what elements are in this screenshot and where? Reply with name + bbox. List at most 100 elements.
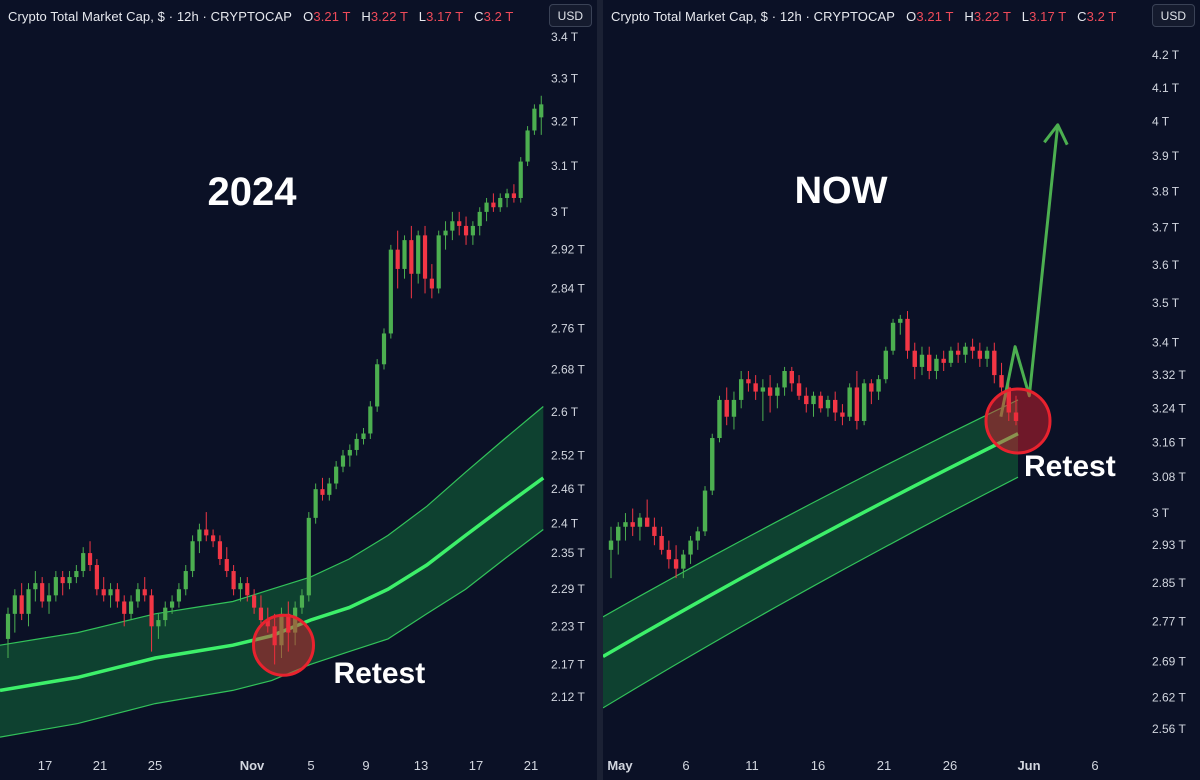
candle-body bbox=[87, 553, 93, 566]
candle-body bbox=[840, 412, 845, 417]
candle-body bbox=[630, 522, 635, 527]
candle-body bbox=[272, 626, 277, 646]
y-tick-label: 3.6 T bbox=[1152, 258, 1180, 272]
y-tick-label: 3.24 T bbox=[1152, 401, 1186, 415]
high-value: 3.22 T bbox=[370, 9, 409, 24]
candle-body bbox=[644, 517, 650, 527]
candle-body bbox=[861, 383, 867, 421]
band-upper-line bbox=[0, 406, 544, 646]
x-tick-label: 11 bbox=[745, 758, 759, 773]
candle-body bbox=[19, 595, 24, 614]
candle-body bbox=[695, 531, 700, 541]
candle-body bbox=[217, 541, 223, 560]
currency-button[interactable]: USD bbox=[548, 4, 592, 27]
candle-body bbox=[101, 589, 106, 596]
candle-body bbox=[999, 375, 1004, 388]
candle-body bbox=[782, 370, 787, 388]
candle-body bbox=[984, 350, 990, 359]
y-tick-label: 2.84 T bbox=[551, 281, 585, 295]
currency-button[interactable]: USD bbox=[1151, 4, 1195, 27]
candle-body bbox=[941, 358, 946, 363]
candle-body bbox=[176, 589, 182, 602]
candle-body bbox=[890, 322, 896, 351]
candle-body bbox=[375, 364, 380, 407]
high-value: 3.22 T bbox=[973, 9, 1012, 24]
projection-arrowhead bbox=[1043, 123, 1069, 146]
candle-body bbox=[60, 577, 65, 584]
candle-body bbox=[388, 249, 393, 334]
chart-panel-now: NOW Retest 4.2 T 4.1 T 4 T 3.9 T 3.8 T 3.7 T 3.6… bbox=[603, 0, 1200, 780]
candle-body bbox=[484, 202, 489, 212]
candle-body bbox=[327, 483, 332, 495]
x-tick-label: 16 bbox=[811, 758, 825, 773]
x-tick-label: 13 bbox=[414, 758, 428, 773]
candle-body bbox=[334, 466, 339, 484]
candle-body bbox=[286, 613, 291, 633]
candle-body bbox=[46, 595, 52, 602]
candle-body bbox=[927, 354, 932, 371]
y-tick-label: 3.32 T bbox=[1152, 368, 1186, 382]
candle-body bbox=[74, 571, 79, 578]
candle-body bbox=[532, 108, 537, 131]
candle-body bbox=[746, 379, 751, 384]
high-label: H bbox=[361, 9, 371, 24]
y-tick-label: 2.93 T bbox=[1152, 538, 1186, 552]
candle-body bbox=[368, 406, 373, 434]
candle-body bbox=[955, 350, 961, 355]
y-tick-label: 2.69 T bbox=[1152, 655, 1186, 669]
candle-body bbox=[265, 620, 270, 627]
candle-body bbox=[149, 595, 154, 627]
close-label: C bbox=[1077, 9, 1087, 24]
candle-body bbox=[238, 583, 243, 590]
candle-body bbox=[252, 595, 257, 608]
candle-body bbox=[912, 350, 917, 367]
y-tick-label: 4 T bbox=[1152, 114, 1170, 128]
y-tick-label: 3.3 T bbox=[551, 72, 579, 86]
candle-body bbox=[717, 399, 722, 439]
y-tick-label: 2.77 T bbox=[1152, 615, 1186, 629]
candle-body bbox=[854, 387, 860, 421]
candle-body bbox=[5, 613, 11, 639]
candle-body bbox=[142, 589, 147, 596]
candle-body bbox=[970, 346, 975, 351]
candle-body bbox=[443, 230, 448, 236]
y-tick-label: 2.46 T bbox=[551, 482, 585, 496]
low-label: L bbox=[418, 9, 427, 24]
low-label: L bbox=[1021, 9, 1030, 24]
candle-body bbox=[211, 535, 216, 542]
close-value: 3.2 T bbox=[1086, 9, 1117, 24]
candle-body bbox=[381, 333, 387, 365]
y-tick-label: 2.4 T bbox=[551, 517, 579, 531]
close-label: C bbox=[474, 9, 484, 24]
x-tick-label: 17 bbox=[38, 758, 52, 773]
candle-body bbox=[789, 370, 795, 384]
chart-header: Crypto Total Market Cap, $ · 12h · CRYPT… bbox=[8, 9, 520, 24]
candle-body bbox=[753, 383, 758, 392]
candle-body bbox=[977, 350, 983, 359]
candle-body bbox=[463, 225, 469, 236]
candle-body bbox=[279, 613, 284, 646]
y-tick-label: 2.92 T bbox=[551, 243, 585, 257]
symbol-title: Crypto Total Market Cap, $ · 12h · CRYPT… bbox=[8, 9, 293, 24]
x-tick-label: 21 bbox=[877, 758, 891, 773]
candle-body bbox=[832, 399, 838, 413]
x-tick-label: 21 bbox=[524, 758, 538, 773]
candle-body bbox=[934, 358, 939, 371]
candle-body bbox=[258, 607, 264, 621]
candle-body bbox=[347, 449, 352, 456]
y-tick-label: 4.2 T bbox=[1152, 48, 1180, 62]
candle-body bbox=[539, 104, 544, 118]
open-label: O bbox=[303, 9, 314, 24]
low-value: 3.17 T bbox=[1029, 9, 1067, 24]
x-tick-label: 25 bbox=[148, 758, 162, 773]
panel-divider bbox=[597, 0, 603, 780]
candle-body bbox=[197, 529, 202, 542]
candle-body bbox=[12, 595, 17, 614]
candle-body bbox=[869, 383, 874, 392]
chart-2024: 2024 Retest 3.4 T 3.3 T 3.2 T 3.1 T 3 T 2.92 T 2… bbox=[0, 30, 585, 773]
candle-body bbox=[245, 583, 250, 596]
candle-body bbox=[724, 399, 729, 417]
candle-body bbox=[637, 517, 643, 527]
candle-body bbox=[340, 455, 346, 467]
y-tick-label: 3.7 T bbox=[1152, 221, 1180, 235]
